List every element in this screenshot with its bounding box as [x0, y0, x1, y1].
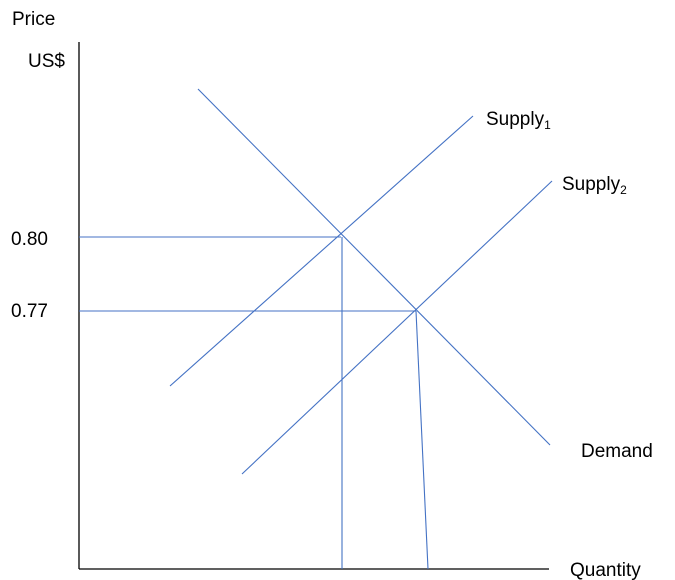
quantity-guide-2	[415, 310, 429, 570]
supply1-label: Supply1	[486, 109, 551, 132]
supply1-label-text: Supply	[486, 109, 545, 130]
supply2-curve	[241, 180, 553, 475]
supply1-curve	[169, 115, 474, 387]
y-axis-label-unit: US$	[28, 51, 65, 72]
demand-curve	[197, 88, 551, 446]
x-axis-label: Quantity	[570, 560, 641, 580]
y-axis-label-price: Price	[12, 9, 55, 30]
supply1-label-subscript: 1	[544, 118, 551, 132]
demand-label: Demand	[581, 441, 653, 462]
supply2-label-subscript: 2	[620, 183, 627, 197]
supply2-label: Supply2	[562, 174, 627, 197]
price-tick-0-77: 0.77	[11, 301, 48, 322]
supply2-label-text: Supply	[562, 174, 621, 195]
price-tick-0-80: 0.80	[11, 229, 48, 250]
